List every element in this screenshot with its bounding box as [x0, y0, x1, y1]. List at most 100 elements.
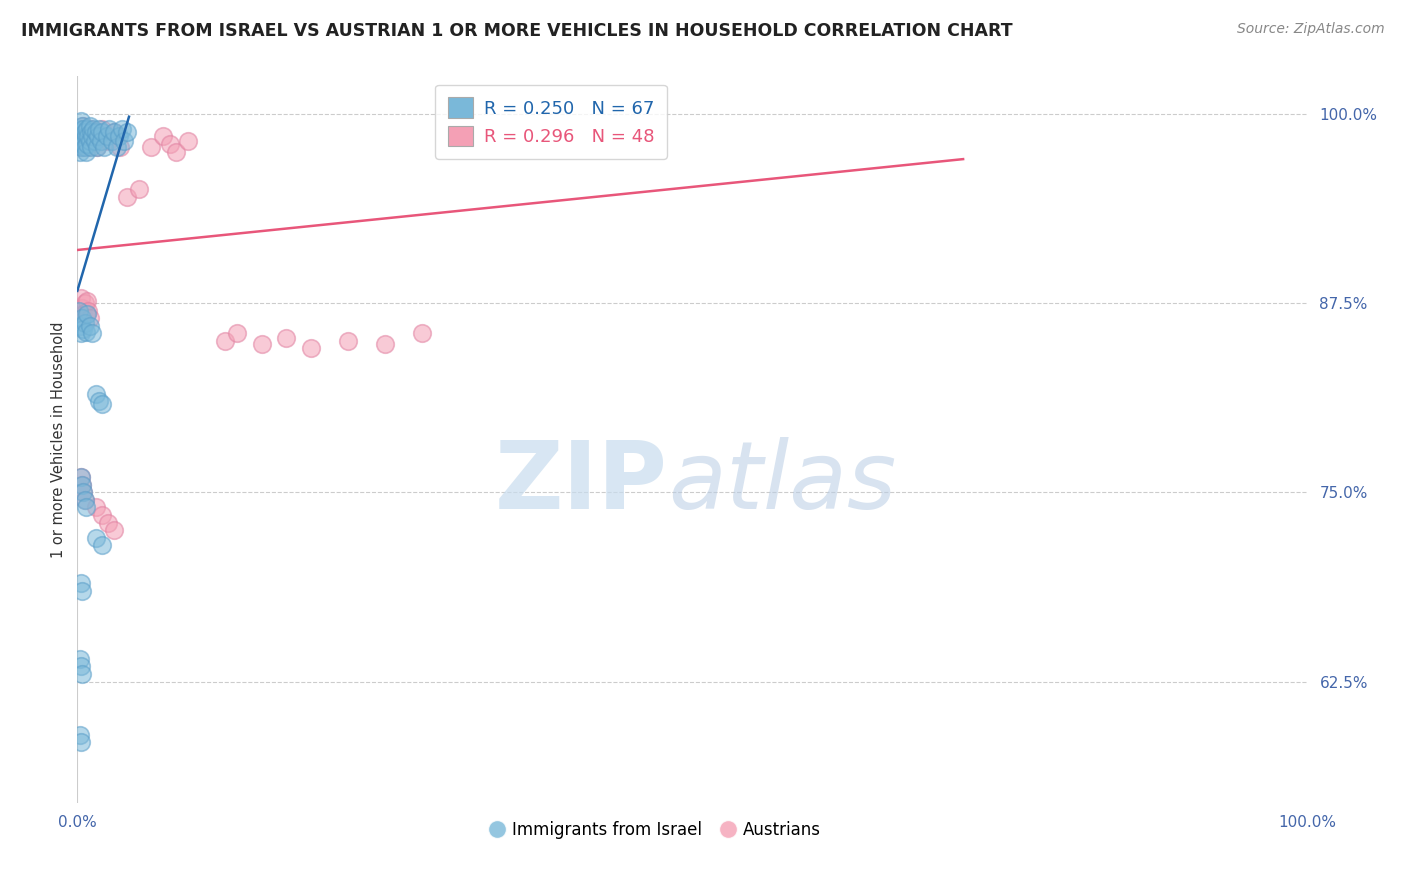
Point [177, 134, 200, 148]
Point [103, 125, 125, 139]
Point [75, 305, 97, 319]
Point [89, 121, 111, 136]
Y-axis label: 1 or more Vehicles in Household: 1 or more Vehicles in Household [51, 321, 66, 558]
Point [70, 470, 93, 484]
Point [84, 500, 107, 515]
Point [79, 121, 101, 136]
Point [70, 301, 93, 315]
Point [115, 125, 138, 139]
Point [70, 134, 93, 148]
Point [72, 485, 94, 500]
Point [82, 134, 104, 148]
Point [73, 134, 96, 148]
Point [79, 119, 101, 133]
Point [112, 134, 135, 148]
Point [72, 121, 94, 136]
Point [75, 125, 97, 139]
Point [159, 136, 181, 151]
Text: IMMIGRANTS FROM ISRAEL VS AUSTRIAN 1 OR MORE VEHICLES IN HOUSEHOLD CORRELATION C: IMMIGRANTS FROM ISRAEL VS AUSTRIAN 1 OR … [21, 22, 1012, 40]
Point [103, 523, 125, 537]
Point [111, 121, 132, 136]
Point [70, 140, 93, 154]
Point [84, 125, 107, 139]
Point [72, 136, 94, 151]
Point [70, 576, 93, 591]
Point [141, 140, 163, 154]
Point [83, 125, 105, 139]
Point [75, 145, 97, 159]
Point [72, 322, 94, 336]
Point [101, 134, 124, 148]
Legend: Immigrants from Israel, Austrians: Immigrants from Israel, Austrians [484, 814, 828, 846]
Point [276, 331, 298, 345]
Point [70, 470, 93, 484]
Point [96, 129, 118, 144]
Point [105, 140, 128, 154]
Point [80, 125, 103, 139]
Text: atlas: atlas [668, 437, 896, 528]
Point [73, 492, 96, 507]
Point [90, 397, 114, 411]
Point [70, 477, 93, 491]
Point [90, 134, 112, 148]
Point [115, 190, 138, 204]
Point [108, 129, 131, 144]
Point [226, 326, 249, 341]
Point [70, 477, 93, 491]
Point [79, 134, 101, 148]
Point [90, 508, 114, 522]
Point [70, 326, 93, 341]
Point [69, 129, 91, 144]
Point [97, 516, 120, 530]
Point [79, 318, 101, 333]
Point [75, 500, 97, 515]
Point [82, 121, 104, 136]
Point [70, 119, 93, 133]
Point [75, 129, 97, 144]
Point [69, 652, 91, 666]
Point [90, 125, 114, 139]
Point [67, 121, 90, 136]
Point [82, 129, 104, 144]
Point [337, 334, 360, 348]
Point [89, 394, 111, 409]
Point [77, 303, 100, 318]
Point [82, 326, 104, 341]
Point [76, 307, 98, 321]
Point [76, 294, 98, 309]
Point [97, 134, 120, 148]
Point [73, 492, 96, 507]
Point [69, 728, 91, 742]
Point [70, 667, 93, 681]
Point [70, 114, 93, 128]
Point [69, 121, 91, 136]
Point [70, 129, 93, 144]
Point [73, 140, 96, 154]
Point [75, 325, 97, 339]
Point [77, 129, 100, 144]
Point [73, 316, 96, 330]
Point [70, 140, 93, 154]
Point [374, 337, 396, 351]
Point [70, 125, 93, 139]
Point [214, 334, 236, 348]
Point [70, 583, 93, 598]
Point [76, 140, 98, 154]
Point [70, 735, 93, 749]
Point [103, 125, 125, 139]
Point [250, 337, 273, 351]
Point [69, 318, 91, 333]
Point [80, 140, 103, 154]
Point [84, 387, 107, 401]
Point [89, 129, 111, 144]
Point [77, 129, 100, 144]
Point [73, 125, 96, 139]
Point [98, 121, 121, 136]
Point [76, 121, 98, 136]
Point [90, 121, 114, 136]
Point [165, 145, 187, 159]
Point [110, 140, 132, 154]
Point [86, 140, 108, 154]
Point [299, 342, 322, 356]
Text: ZIP: ZIP [495, 437, 668, 529]
